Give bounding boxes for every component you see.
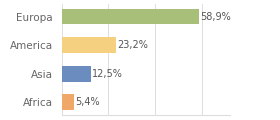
- Text: 5,4%: 5,4%: [75, 97, 100, 107]
- Text: 12,5%: 12,5%: [92, 69, 123, 79]
- Text: 23,2%: 23,2%: [117, 40, 148, 50]
- Bar: [62, 9, 199, 24]
- Bar: [62, 37, 116, 53]
- Bar: [62, 66, 91, 82]
- Bar: [62, 94, 74, 110]
- Text: 58,9%: 58,9%: [200, 12, 231, 21]
